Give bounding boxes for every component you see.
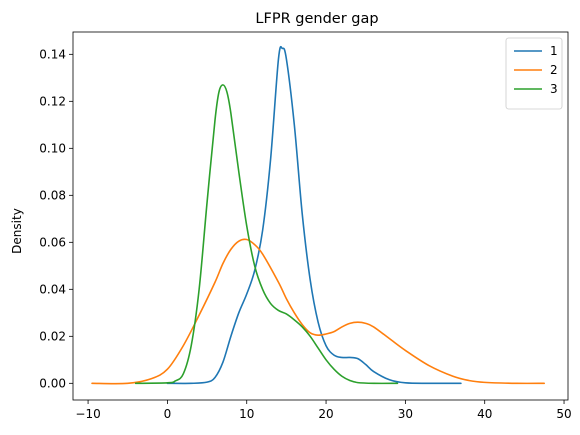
chart-title: LFPR gender gap <box>255 11 378 27</box>
x-tick-label: 30 <box>398 407 413 421</box>
series-line-2 <box>91 238 545 385</box>
y-tick-label: 0.12 <box>39 94 66 108</box>
legend-label-2: 2 <box>550 63 558 77</box>
legend: 1 2 3 <box>505 37 563 110</box>
legend-label-3: 3 <box>550 82 558 96</box>
legend-label-1: 1 <box>550 44 558 58</box>
y-tick-label: 0.04 <box>39 282 66 296</box>
x-tick-label: 0 <box>164 407 172 421</box>
y-tick-label: 0.14 <box>39 47 66 61</box>
y-tick-label: 0.02 <box>39 329 66 343</box>
x-tick-label: 20 <box>318 407 333 421</box>
series-line-3 <box>134 84 399 385</box>
y-tick-label: 0.10 <box>39 141 66 155</box>
series-line-1 <box>166 45 462 385</box>
y-tick-label: 0.00 <box>39 376 66 390</box>
axes: −10 0 10 20 30 40 50 0.00 0.02 0.04 0.06 0.08 0.10 0.… <box>39 31 572 421</box>
x-tick-label: 50 <box>556 407 571 421</box>
x-tick-label: 40 <box>477 407 492 421</box>
y-tick-label: 0.06 <box>39 235 66 249</box>
y-tick-label: 0.08 <box>39 188 66 202</box>
plot-frame <box>72 31 569 401</box>
plot-lines <box>91 45 545 385</box>
x-tick-label: 10 <box>239 407 254 421</box>
x-tick-label: −10 <box>75 407 100 421</box>
y-axis-label: Density <box>10 208 24 254</box>
legend-box <box>505 37 563 110</box>
